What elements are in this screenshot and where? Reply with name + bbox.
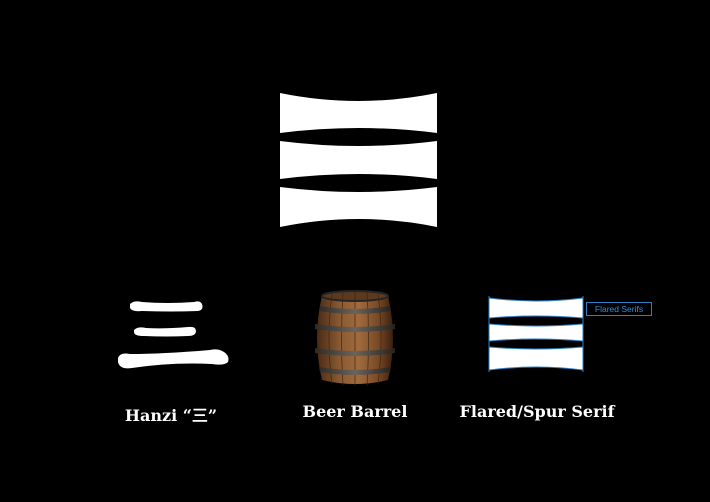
logo-bar-top [280, 93, 437, 133]
caption-flared-spur-serif: Flared/Spur Serif [459, 402, 615, 421]
beer-barrel-icon [315, 290, 395, 386]
flared-serifs-callout: Flared Serifs [586, 302, 652, 316]
logo-bar-middle [280, 141, 437, 179]
spur-bar-bottom [488, 346, 584, 371]
hanzi-stroke-middle [134, 326, 196, 337]
hanzi-stroke-bottom [118, 349, 229, 369]
spur-bars [488, 297, 584, 371]
spur-bar-middle [488, 323, 584, 342]
barrel-hoop-2 [315, 324, 395, 332]
spur-guides [488, 296, 584, 372]
barrel-staves [328, 291, 382, 386]
hanzi-san-icon [118, 301, 229, 369]
caption-beer-barrel: Beer Barrel [302, 402, 408, 421]
spur-bar-top [488, 297, 584, 319]
hanzi-stroke-top [130, 301, 203, 312]
barrel-hoop-3 [315, 348, 395, 356]
barrel-hoop-4 [319, 367, 391, 375]
barrel-hoop-1 [319, 306, 391, 314]
callout-label: Flared Serifs [594, 304, 644, 314]
logo-bar-bottom [280, 187, 437, 227]
caption-hanzi: Hanzi “三” [124, 406, 218, 425]
flared-serif-diagram-icon [488, 296, 584, 372]
three-bar-flared-logo-icon [280, 93, 437, 227]
